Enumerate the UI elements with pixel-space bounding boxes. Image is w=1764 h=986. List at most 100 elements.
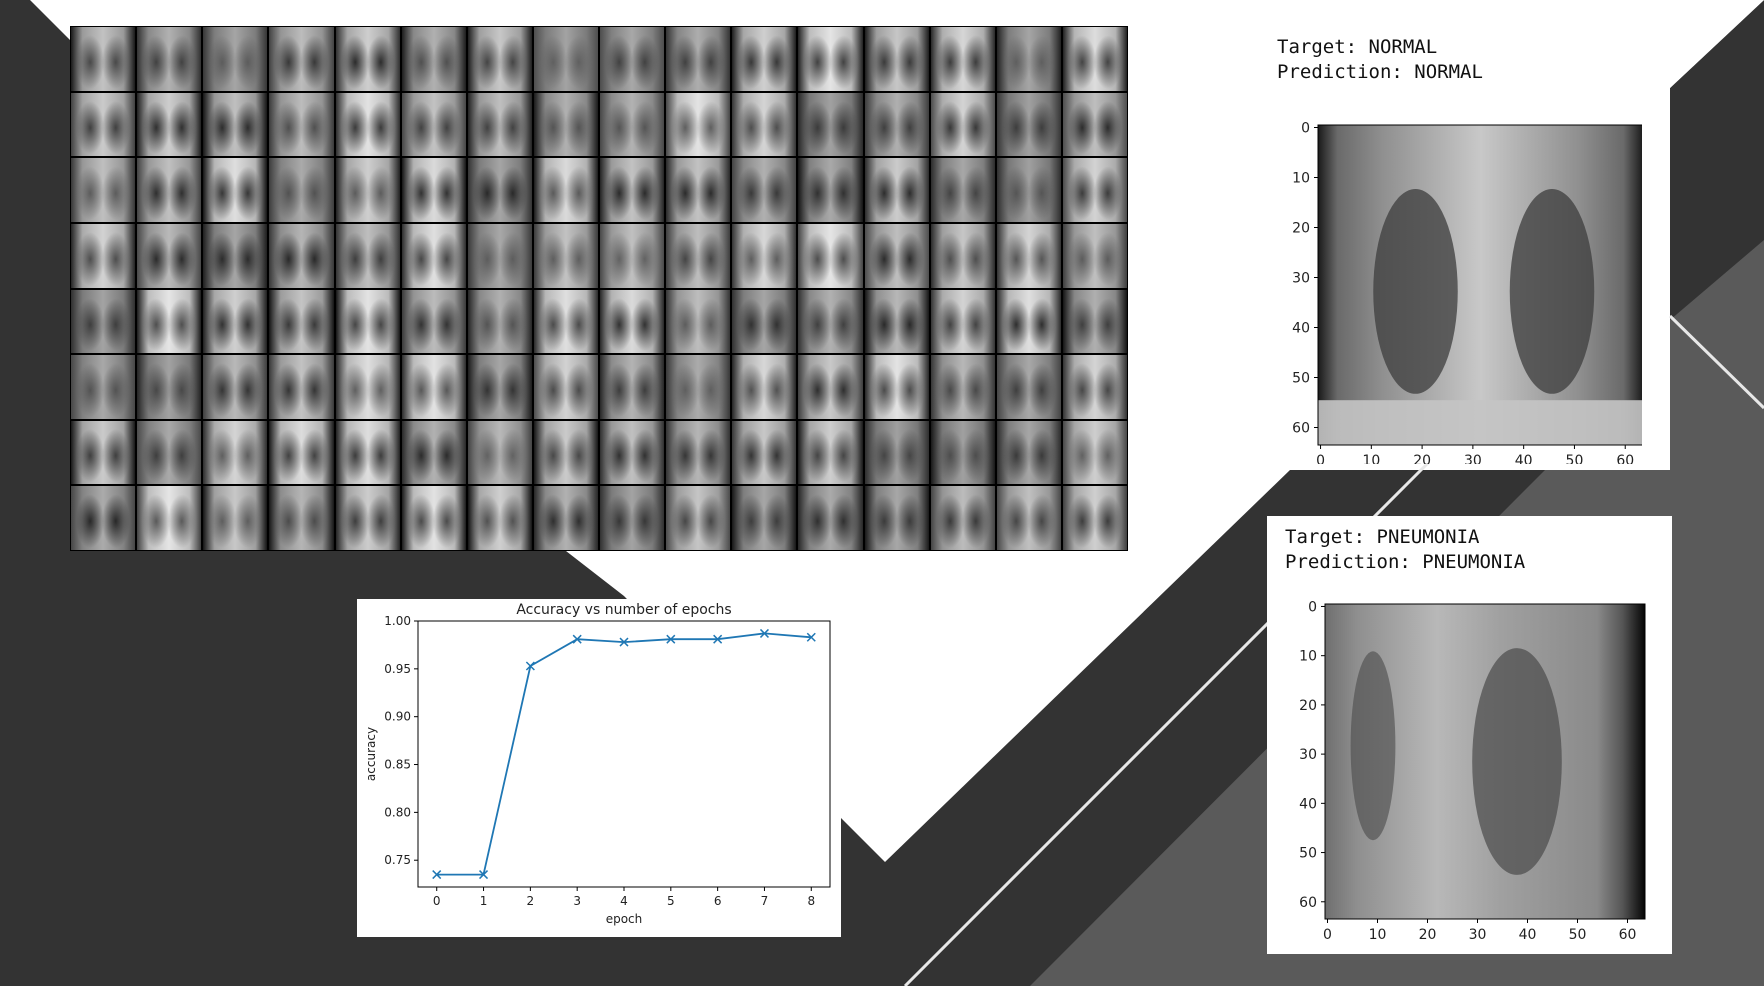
y-tick-label: 1.00: [384, 614, 411, 628]
xray-thumbnail: [137, 355, 202, 419]
xray-thumbnail: [137, 420, 202, 485]
x-tick-label: 30: [1464, 453, 1482, 464]
xray-thumbnail: [401, 486, 466, 550]
accuracy-chart-panel: Accuracy vs number of epochs 0.75 0.80 0.8…: [357, 599, 841, 937]
x-axis-label: epoch: [606, 912, 643, 926]
left-lung-shape: [1373, 189, 1458, 394]
xray-thumbnail: [467, 486, 532, 550]
x-tick-label: 60: [1616, 453, 1634, 464]
xray-thumbnail: [732, 420, 797, 485]
diaphragm-shape: [1318, 400, 1642, 445]
x-tick-label: 7: [761, 894, 769, 908]
y-tick-label: 0.75: [384, 853, 411, 867]
xray-thumbnail: [1062, 420, 1127, 485]
right-lung-shape: [1509, 189, 1595, 394]
x-tick-label: 0: [1316, 453, 1325, 464]
xray-thumbnail: [600, 355, 665, 419]
x-tick-label: 1: [480, 894, 488, 908]
y-tick-label: 50: [1299, 846, 1317, 862]
xray-thumbnail: [71, 486, 136, 550]
x-tick-label: 5: [667, 894, 675, 908]
x-tick-label: 20: [1419, 927, 1437, 943]
series-line-accuracy: [436, 632, 812, 876]
plot-area: [417, 620, 831, 888]
xray-thumbnail: [996, 289, 1061, 354]
xray-thumbnail: [864, 289, 929, 354]
y-tick-label: 60: [1299, 895, 1317, 911]
xray-thumbnail: [71, 420, 136, 485]
x-tick-label: 40: [1519, 927, 1537, 943]
plot-frame: [1317, 124, 1642, 446]
xray-thumbnail: [401, 223, 466, 288]
x-tick-label: 50: [1566, 453, 1584, 464]
xray-thumbnail: [798, 158, 863, 222]
xray-thumbnail: [203, 223, 268, 288]
xray-thumbnail: [864, 355, 929, 419]
xray-thumbnail: [203, 158, 268, 222]
xray-thumbnail: [1062, 355, 1127, 419]
xray-thumbnail: [533, 158, 598, 222]
xray-thumbnail: [71, 92, 136, 157]
xray-thumbnail: [864, 420, 929, 485]
plot-frame: [1324, 603, 1646, 920]
xray-thumbnail: [798, 27, 863, 91]
y-tick-label: 20: [1292, 221, 1310, 237]
x-tick-label: 40: [1515, 453, 1533, 464]
data-point: [572, 634, 582, 644]
xray-thumbnail: [600, 158, 665, 222]
xray-thumbnail: [666, 355, 731, 419]
xray-thumbnail: [533, 223, 598, 288]
xray-thumbnail: [732, 355, 797, 419]
xray-thumbnail: [335, 158, 400, 222]
xray-thumbnail: [467, 420, 532, 485]
xray-thumbnail: [203, 27, 268, 91]
x-tick-label: 3: [573, 894, 581, 908]
data-point: [806, 632, 816, 642]
xray-thumbnail: [732, 27, 797, 91]
data-point: [666, 634, 676, 644]
xray-thumbnail: [203, 289, 268, 354]
x-tick-label: 20: [1413, 453, 1431, 464]
xray-thumbnail: [732, 158, 797, 222]
accuracy-chart: Accuracy vs number of epochs 0.75 0.80 0.8…: [364, 602, 831, 926]
xray-thumbnail: [137, 92, 202, 157]
xray-thumbnail: [600, 420, 665, 485]
xray-thumbnail: [930, 92, 995, 157]
xray-thumbnail: [467, 289, 532, 354]
right-lung-shape: [1472, 648, 1562, 875]
pneumonia-prediction-panel: Target: PNEUMONIA Prediction: PNEUMONIA …: [1267, 516, 1672, 954]
xray-thumbnail: [533, 289, 598, 354]
xray-thumbnail: [666, 420, 731, 485]
xray-thumbnail: [335, 289, 400, 354]
x-tick-label: 50: [1569, 927, 1587, 943]
xray-thumbnail: [269, 355, 334, 419]
xray-mosaic-grid: [70, 26, 1128, 551]
xray-thumbnail: [996, 223, 1061, 288]
xray-thumbnail: [864, 158, 929, 222]
xray-thumbnail: [798, 355, 863, 419]
data-point: [525, 661, 535, 671]
xray-thumbnail: [798, 289, 863, 354]
xray-thumbnail: [996, 486, 1061, 550]
data-point: [759, 628, 769, 638]
xray-thumbnail: [533, 420, 598, 485]
target-label: Target: PNEUMONIA: [1285, 526, 1480, 548]
x-tick-label: 0: [433, 894, 441, 908]
y-tick-label: 10: [1292, 171, 1310, 187]
xray-thumbnail: [533, 486, 598, 550]
xray-thumbnail: [137, 486, 202, 550]
x-tick-label: 6: [714, 894, 722, 908]
xray-thumbnail: [335, 223, 400, 288]
xray-thumbnail: [600, 223, 665, 288]
xray-thumbnail: [335, 27, 400, 91]
xray-thumbnail: [401, 355, 466, 419]
xray-thumbnail: [666, 27, 731, 91]
y-tick-label: 40: [1292, 321, 1310, 337]
xray-thumbnail: [269, 223, 334, 288]
y-tick-label: 0: [1301, 121, 1310, 137]
y-tick-label: 50: [1292, 371, 1310, 387]
xray-thumbnail: [137, 289, 202, 354]
xray-thumbnail: [930, 486, 995, 550]
xray-thumbnail: [666, 92, 731, 157]
xray-thumbnail: [1062, 27, 1127, 91]
